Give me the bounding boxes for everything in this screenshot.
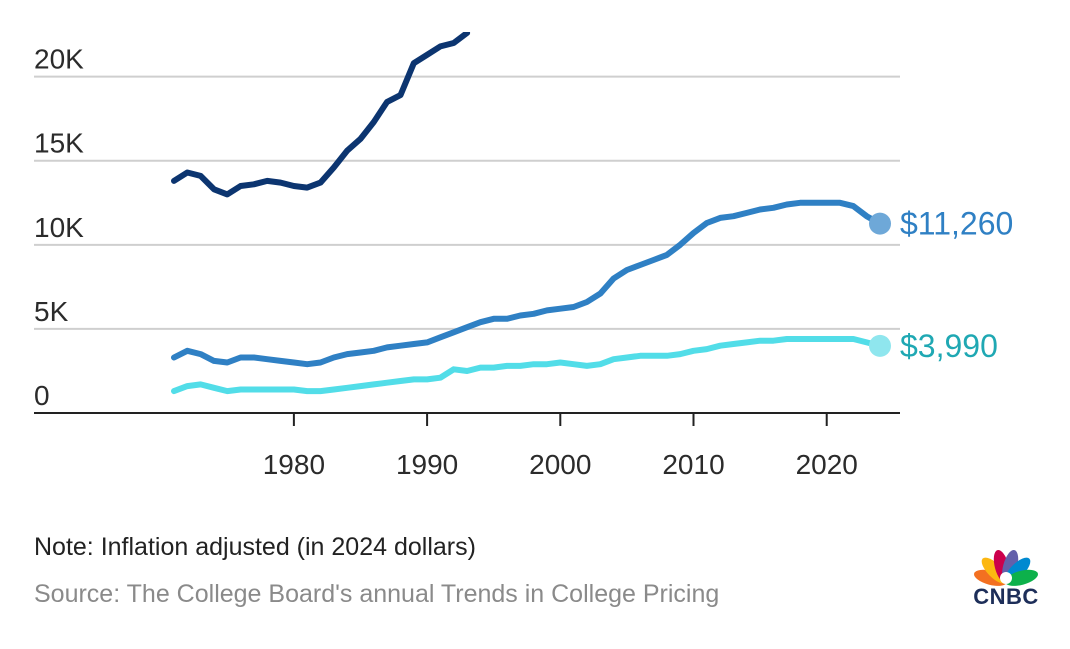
series-line-2 <box>171 199 883 368</box>
cnbc-logo-text: CNBC <box>973 584 1039 609</box>
series-line-1 <box>171 32 471 198</box>
peacock-icon <box>974 550 1038 586</box>
line-chart: 0 5K 10K 15K 20K 1980 1990 2000 2010 2020 $11,260… <box>34 32 1013 480</box>
y-tick-label: 0 <box>34 380 50 411</box>
chart-source: Source: The College Board's annual Trend… <box>34 580 720 608</box>
x-tick-label: 2000 <box>529 449 591 480</box>
chart-note: Note: Inflation adjusted (in 2024 dollar… <box>34 533 476 561</box>
end-point-marker <box>869 334 891 357</box>
y-tick-label: 10K <box>34 212 84 243</box>
end-value-label: $3,990 <box>900 328 998 364</box>
cnbc-logo: CNBC <box>958 540 1054 610</box>
x-tick-label: 1990 <box>396 449 458 480</box>
x-tick-label: 2020 <box>796 449 858 480</box>
x-tick-label: 1980 <box>263 449 325 480</box>
series-line-3 <box>171 336 883 395</box>
y-tick-label: 20K <box>34 44 84 75</box>
y-tick-label: 5K <box>34 296 69 327</box>
x-tick-label: 2010 <box>662 449 724 480</box>
end-point-marker <box>869 212 891 235</box>
end-value-label: $11,260 <box>900 206 1013 242</box>
y-tick-label: 15K <box>34 128 84 159</box>
